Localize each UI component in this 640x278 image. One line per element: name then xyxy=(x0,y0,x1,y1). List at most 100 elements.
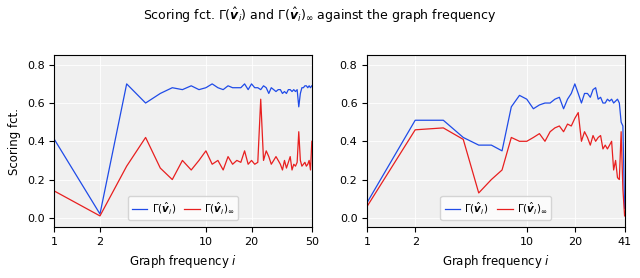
$\Gamma(\hat{\boldsymbol{v}}_i)$ xyxy=(599,101,607,105)
$\Gamma(\hat{\boldsymbol{v}}_i)_\infty$ xyxy=(262,149,270,153)
$\Gamma(\hat{\boldsymbol{v}}_i)_\infty$ xyxy=(599,147,607,151)
$\Gamma(\hat{\boldsymbol{v}}_i)$ xyxy=(614,98,621,101)
$\Gamma(\hat{\boldsymbol{v}}_i)$ xyxy=(304,86,312,90)
$\Gamma(\hat{\boldsymbol{v}}_i)$ xyxy=(616,101,623,105)
$\Gamma(\hat{\boldsymbol{v}}_i)_\infty$ xyxy=(290,163,298,166)
$\Gamma(\hat{\boldsymbol{v}}_i)$ xyxy=(307,86,314,90)
$\Gamma(\hat{\boldsymbol{v}}_i)_\infty$ xyxy=(179,159,186,162)
X-axis label: Graph frequency $i$: Graph frequency $i$ xyxy=(129,253,237,270)
$\Gamma(\hat{\boldsymbol{v}}_i)_\infty$ xyxy=(616,178,623,181)
$\Gamma(\hat{\boldsymbol{v}}_i)_\infty$ xyxy=(293,161,301,164)
$\Gamma(\hat{\boldsymbol{v}}_i)$ xyxy=(612,100,620,103)
$\Gamma(\hat{\boldsymbol{v}}_i)_\infty$ xyxy=(220,168,227,172)
$\Gamma(\hat{\boldsymbol{v}}_i)$ xyxy=(498,149,506,153)
$\Gamma(\hat{\boldsymbol{v}}_i)$ xyxy=(564,98,572,101)
$\Gamma(\hat{\boldsymbol{v}}_i)$ xyxy=(475,143,483,147)
$\Gamma(\hat{\boldsymbol{v}}_i)_\infty$ xyxy=(228,163,236,166)
$\Gamma(\hat{\boldsymbol{v}}_i)_\infty$ xyxy=(580,130,588,133)
$\Gamma(\hat{\boldsymbol{v}}_i)_\infty$ xyxy=(460,138,467,141)
$\Gamma(\hat{\boldsymbol{v}}_i)_\infty$ xyxy=(286,155,294,158)
$\Gamma(\hat{\boldsymbol{v}}_i)$ xyxy=(220,88,227,91)
$\Gamma(\hat{\boldsymbol{v}}_i)_\infty$ xyxy=(578,140,586,143)
$\Gamma(\hat{\boldsymbol{v}}_i)_\infty$ xyxy=(574,111,582,114)
$\Gamma(\hat{\boldsymbol{v}}_i)$ xyxy=(156,92,164,95)
$\Gamma(\hat{\boldsymbol{v}}_i)$ xyxy=(276,88,284,91)
$\Gamma(\hat{\boldsymbol{v}}_i)$ xyxy=(621,207,628,210)
$\Gamma(\hat{\boldsymbol{v}}_i)_\infty$ xyxy=(614,176,621,179)
$\Gamma(\hat{\boldsymbol{v}}_i)$ xyxy=(292,90,300,93)
$\Gamma(\hat{\boldsymbol{v}}_i)$ xyxy=(580,92,588,95)
$\Gamma(\hat{\boldsymbol{v}}_i)_\infty$ xyxy=(619,187,627,191)
$\Gamma(\hat{\boldsymbol{v}}_i)$ xyxy=(241,82,248,86)
$\Gamma(\hat{\boldsymbol{v}}_i)$ xyxy=(586,96,594,99)
$\Gamma(\hat{\boldsymbol{v}}_i)$ xyxy=(596,96,604,99)
$\Gamma(\hat{\boldsymbol{v}}_i)_\infty$ xyxy=(618,130,625,133)
Line: $\Gamma(\hat{\boldsymbol{v}}_i)$: $\Gamma(\hat{\boldsymbol{v}}_i)$ xyxy=(54,84,312,214)
$\Gamma(\hat{\boldsymbol{v}}_i)_\infty$ xyxy=(283,167,291,170)
$\Gamma(\hat{\boldsymbol{v}}_i)$ xyxy=(568,92,575,95)
$\Gamma(\hat{\boldsymbol{v}}_i)$ xyxy=(584,92,591,95)
$\Gamma(\hat{\boldsymbol{v}}_i)_\infty$ xyxy=(285,161,292,164)
$\Gamma(\hat{\boldsymbol{v}}_i)_\infty$ xyxy=(596,134,604,137)
$\Gamma(\hat{\boldsymbol{v}}_i)_\infty$ xyxy=(276,163,284,166)
$\Gamma(\hat{\boldsymbol{v}}_i)_\infty$ xyxy=(589,134,597,137)
$\Gamma(\hat{\boldsymbol{v}}_i)_\infty$ xyxy=(295,130,303,133)
$\Gamma(\hat{\boldsymbol{v}}_i)_\infty$ xyxy=(268,163,275,166)
$\Gamma(\hat{\boldsymbol{v}}_i)_\infty$ xyxy=(612,159,620,162)
$\Gamma(\hat{\boldsymbol{v}}_i)_\infty$ xyxy=(300,163,307,166)
$\Gamma(\hat{\boldsymbol{v}}_i)_\infty$ xyxy=(241,149,248,153)
$\Gamma(\hat{\boldsymbol{v}}_i)$ xyxy=(283,92,291,95)
$\Gamma(\hat{\boldsymbol{v}}_i)_\infty$ xyxy=(292,165,300,168)
$\Gamma(\hat{\boldsymbol{v}}_i)$ xyxy=(301,84,308,88)
$\Gamma(\hat{\boldsymbol{v}}_i)$ xyxy=(248,82,255,86)
$\Gamma(\hat{\boldsymbol{v}}_i)$ xyxy=(541,101,549,105)
$\Gamma(\hat{\boldsymbol{v}}_i)_\infty$ xyxy=(281,159,289,162)
$\Gamma(\hat{\boldsymbol{v}}_i)$ xyxy=(233,86,241,90)
$\Gamma(\hat{\boldsymbol{v}}_i)_\infty$ xyxy=(214,159,221,162)
$\Gamma(\hat{\boldsymbol{v}}_i)_\infty$ xyxy=(141,136,149,139)
$\Gamma(\hat{\boldsymbol{v}}_i)$ xyxy=(251,86,259,90)
$\Gamma(\hat{\boldsymbol{v}}_i)_\infty$ xyxy=(595,136,602,139)
$\Gamma(\hat{\boldsymbol{v}}_i)$ xyxy=(168,86,176,90)
$\Gamma(\hat{\boldsymbol{v}}_i)_\infty$ xyxy=(51,189,58,193)
$\Gamma(\hat{\boldsymbol{v}}_i)$ xyxy=(51,138,58,141)
$\Gamma(\hat{\boldsymbol{v}}_i)$ xyxy=(574,92,582,95)
Line: $\Gamma(\hat{\boldsymbol{v}}_i)$: $\Gamma(\hat{\boldsymbol{v}}_i)$ xyxy=(367,84,625,208)
$\Gamma(\hat{\boldsymbol{v}}_i)_\infty$ xyxy=(551,126,559,130)
$\Gamma(\hat{\boldsymbol{v}}_i)_\infty$ xyxy=(547,130,554,133)
$\Gamma(\hat{\boldsymbol{v}}_i)_\infty$ xyxy=(202,149,210,153)
$\Gamma(\hat{\boldsymbol{v}}_i)_\infty$ xyxy=(123,165,131,168)
$\Gamma(\hat{\boldsymbol{v}}_i)_\infty$ xyxy=(364,205,371,208)
$\Gamma(\hat{\boldsymbol{v}}_i)$ xyxy=(209,82,216,86)
$\Gamma(\hat{\boldsymbol{v}}_i)$ xyxy=(298,86,306,90)
$\Gamma(\hat{\boldsymbol{v}}_i)$ xyxy=(285,88,292,91)
Line: $\Gamma(\hat{\boldsymbol{v}}_i)_\infty$: $\Gamma(\hat{\boldsymbol{v}}_i)_\infty$ xyxy=(367,113,625,216)
$\Gamma(\hat{\boldsymbol{v}}_i)$ xyxy=(529,107,537,110)
$\Gamma(\hat{\boldsymbol{v}}_i)$ xyxy=(260,84,268,88)
$\Gamma(\hat{\boldsymbol{v}}_i)_\infty$ xyxy=(254,161,262,164)
$\Gamma(\hat{\boldsymbol{v}}_i)$ xyxy=(508,105,515,108)
$\Gamma(\hat{\boldsymbol{v}}_i)$ xyxy=(412,119,419,122)
Legend: $\Gamma(\hat{\boldsymbol{v}}_i)$, $\Gamma(\hat{\boldsymbol{v}}_i)_\infty$: $\Gamma(\hat{\boldsymbol{v}}_i)$, $\Gamm… xyxy=(440,196,551,220)
$\Gamma(\hat{\boldsymbol{v}}_i)_\infty$ xyxy=(308,140,316,143)
$\Gamma(\hat{\boldsymbol{v}}_i)$ xyxy=(296,92,304,95)
$\Gamma(\hat{\boldsymbol{v}}_i)_\infty$ xyxy=(303,165,310,168)
$\Gamma(\hat{\boldsymbol{v}}_i)$ xyxy=(619,124,627,128)
$\Gamma(\hat{\boldsymbol{v}}_i)$ xyxy=(571,82,579,86)
$\Gamma(\hat{\boldsymbol{v}}_i)$ xyxy=(272,90,280,93)
$\Gamma(\hat{\boldsymbol{v}}_i)_\infty$ xyxy=(301,161,308,164)
$\Gamma(\hat{\boldsymbol{v}}_i)$ xyxy=(96,212,104,216)
$\Gamma(\hat{\boldsymbol{v}}_i)_\infty$ xyxy=(168,178,176,181)
$\Gamma(\hat{\boldsymbol{v}}_i)_\infty$ xyxy=(568,124,575,128)
$\Gamma(\hat{\boldsymbol{v}}_i)_\infty$ xyxy=(96,214,104,218)
$\Gamma(\hat{\boldsymbol{v}}_i)$ xyxy=(618,120,625,124)
$\Gamma(\hat{\boldsymbol{v}}_i)$ xyxy=(547,101,554,105)
$\Gamma(\hat{\boldsymbol{v}}_i)$ xyxy=(270,88,278,91)
$\Gamma(\hat{\boldsymbol{v}}_i)_\infty$ xyxy=(508,136,515,139)
$\Gamma(\hat{\boldsymbol{v}}_i)$ xyxy=(605,100,613,103)
$\Gamma(\hat{\boldsymbol{v}}_i)$ xyxy=(290,88,298,91)
$\Gamma(\hat{\boldsymbol{v}}_i)$ xyxy=(275,88,282,91)
$\Gamma(\hat{\boldsymbol{v}}_i)_\infty$ xyxy=(605,143,613,147)
$\Gamma(\hat{\boldsymbol{v}}_i)$ xyxy=(265,92,273,95)
$\Gamma(\hat{\boldsymbol{v}}_i)$ xyxy=(244,88,252,91)
